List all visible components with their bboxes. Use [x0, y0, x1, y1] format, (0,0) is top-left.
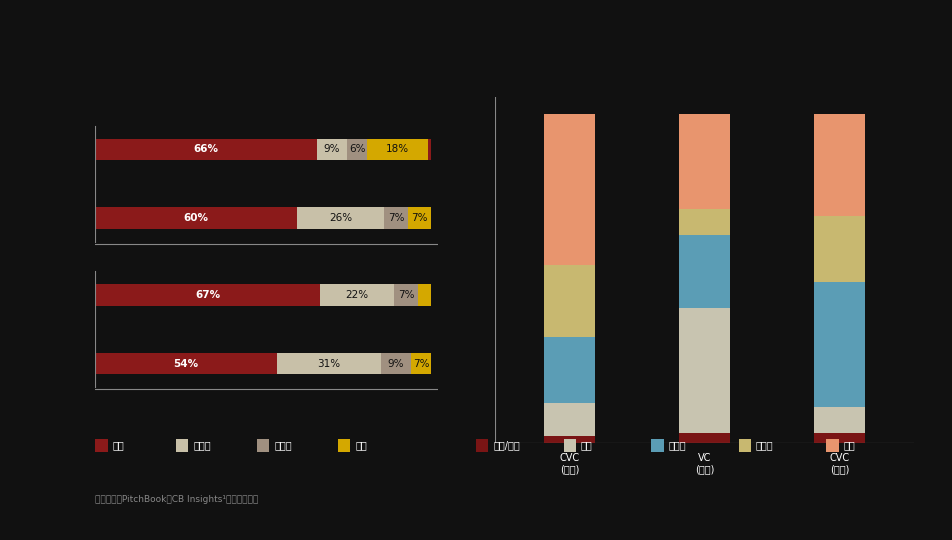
Text: 扩张期: 扩张期	[274, 441, 292, 450]
Bar	[814, 433, 865, 443]
Text: 早期: 早期	[112, 441, 124, 450]
Bar	[544, 265, 595, 338]
Bar	[95, 353, 277, 374]
Text: 54%: 54%	[173, 359, 198, 368]
Bar	[277, 353, 381, 374]
Bar	[544, 403, 595, 436]
Bar	[95, 139, 317, 160]
Bar	[367, 139, 427, 160]
Text: 31%: 31%	[317, 359, 340, 368]
Text: 7%: 7%	[413, 359, 429, 368]
Bar	[814, 113, 865, 215]
Bar	[814, 215, 865, 281]
Bar	[347, 139, 367, 160]
Bar	[427, 139, 431, 160]
Bar	[297, 207, 385, 228]
Bar	[418, 285, 431, 306]
Bar	[394, 285, 418, 306]
Bar	[679, 433, 730, 443]
Text: 资料来源：PitchBook、CB Insights¹，中金研究院: 资料来源：PitchBook、CB Insights¹，中金研究院	[95, 495, 258, 504]
Text: 18%: 18%	[387, 145, 409, 154]
Text: 7%: 7%	[411, 213, 427, 222]
Text: 其他: 其他	[843, 441, 855, 450]
Bar	[381, 353, 411, 374]
Bar	[95, 285, 320, 306]
Bar	[95, 207, 297, 228]
Bar	[679, 209, 730, 235]
Text: 9%: 9%	[324, 145, 340, 154]
Text: 26%: 26%	[329, 213, 352, 222]
Bar	[814, 407, 865, 433]
Text: 扩张期: 扩张期	[756, 441, 774, 450]
Bar	[544, 338, 595, 403]
Bar	[544, 113, 595, 265]
Text: 60%: 60%	[184, 213, 208, 222]
Text: 成长期: 成长期	[668, 441, 686, 450]
Bar	[317, 139, 347, 160]
Text: 6%: 6%	[349, 145, 366, 154]
Text: 67%: 67%	[195, 291, 220, 300]
Bar	[411, 353, 431, 374]
Bar	[814, 281, 865, 407]
Text: 种子/天使: 种子/天使	[493, 441, 520, 450]
Text: 其他: 其他	[355, 441, 367, 450]
Text: 9%: 9%	[387, 359, 405, 368]
Bar	[679, 308, 730, 433]
Text: 7%: 7%	[387, 213, 405, 222]
Bar	[320, 285, 394, 306]
Bar	[407, 207, 431, 228]
Bar	[385, 207, 407, 228]
Text: 早期: 早期	[581, 441, 592, 450]
Text: 22%: 22%	[346, 291, 368, 300]
Text: 7%: 7%	[398, 291, 414, 300]
Text: 成长期: 成长期	[193, 441, 211, 450]
Bar	[544, 436, 595, 443]
Bar	[679, 113, 730, 209]
Bar	[679, 235, 730, 308]
Text: 66%: 66%	[193, 145, 219, 154]
